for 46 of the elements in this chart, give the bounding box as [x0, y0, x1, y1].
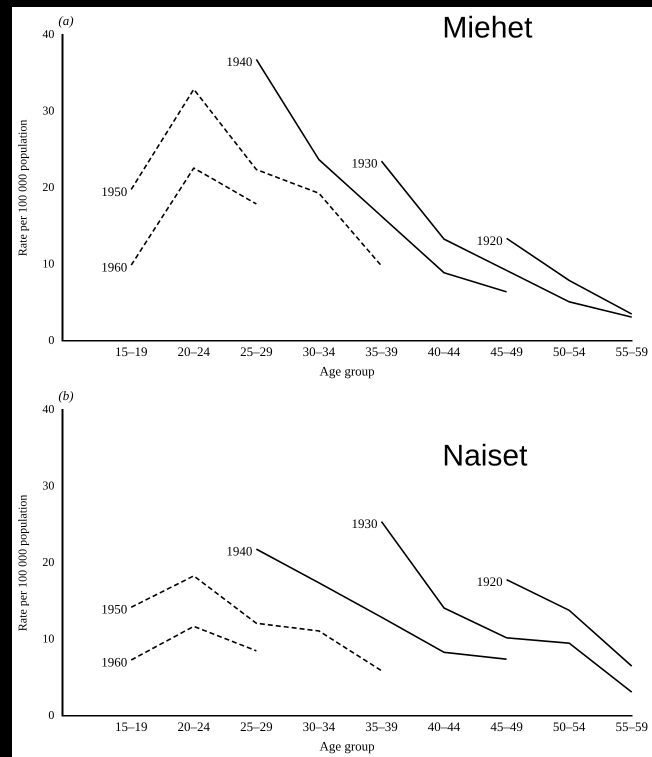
x-tick-label: 40–44 — [428, 344, 461, 360]
x-tick-label: 50–54 — [552, 344, 586, 360]
x-tick-label: 15–19 — [114, 719, 148, 734]
y-tick-label: 10 — [42, 632, 54, 646]
text: (a) — [58, 12, 74, 28]
series-label: 1950 — [101, 602, 128, 617]
series-label: 1930 — [351, 156, 378, 171]
x-tick-label: 25–29 — [240, 719, 273, 734]
x-tick-label: 55–59 — [616, 344, 648, 360]
text: (b) — [58, 388, 74, 403]
y-tick-label: 40 — [42, 27, 54, 42]
y-tick-label: 10 — [42, 256, 54, 271]
y-tick-label: 30 — [42, 478, 54, 493]
y-tick-label: 40 — [42, 402, 54, 416]
x-tick-label: 40–44 — [428, 719, 461, 734]
x-tick-label: 25–29 — [240, 344, 273, 360]
x-tick-label: 20–24 — [178, 344, 211, 360]
x-tick-label: 45–49 — [490, 344, 523, 360]
series-label: 1950 — [101, 184, 128, 199]
x-tick-label: 15–19 — [114, 344, 148, 360]
y-tick-label: 20 — [42, 180, 54, 194]
x-tick-label: 50–54 — [552, 719, 586, 734]
series-label: 1940 — [226, 544, 252, 559]
y-tick-label: 0 — [48, 332, 54, 347]
series-label: 1930 — [351, 516, 378, 532]
series-label: 1920 — [476, 232, 503, 248]
x-axis-title: Age group — [319, 738, 375, 754]
x-tick-label: 55–59 — [616, 719, 648, 734]
x-tick-label: 30–34 — [302, 719, 336, 734]
y-axis-title: Rate per 100 000 population — [15, 120, 30, 256]
series-label: 1960 — [101, 654, 128, 670]
y-tick-label: 0 — [48, 708, 54, 722]
series-label: 1940 — [226, 54, 252, 69]
x-tick-label: 35–39 — [365, 344, 398, 360]
x-tick-label: 20–24 — [178, 719, 211, 734]
y-tick-label: 20 — [42, 555, 54, 570]
y-tick-label: 30 — [42, 104, 54, 118]
series-label: 1920 — [476, 574, 503, 590]
y-axis-title: Rate per 100 000 population — [15, 494, 30, 632]
x-tick-label: 45–49 — [490, 719, 523, 734]
x-axis-title: Age group — [319, 364, 375, 379]
x-tick-label: 30–34 — [302, 344, 336, 360]
chart-title: Miehet — [442, 11, 534, 44]
series-label: 1960 — [101, 260, 128, 275]
text: Naiset — [442, 439, 528, 472]
x-tick-label: 35–39 — [365, 719, 398, 734]
